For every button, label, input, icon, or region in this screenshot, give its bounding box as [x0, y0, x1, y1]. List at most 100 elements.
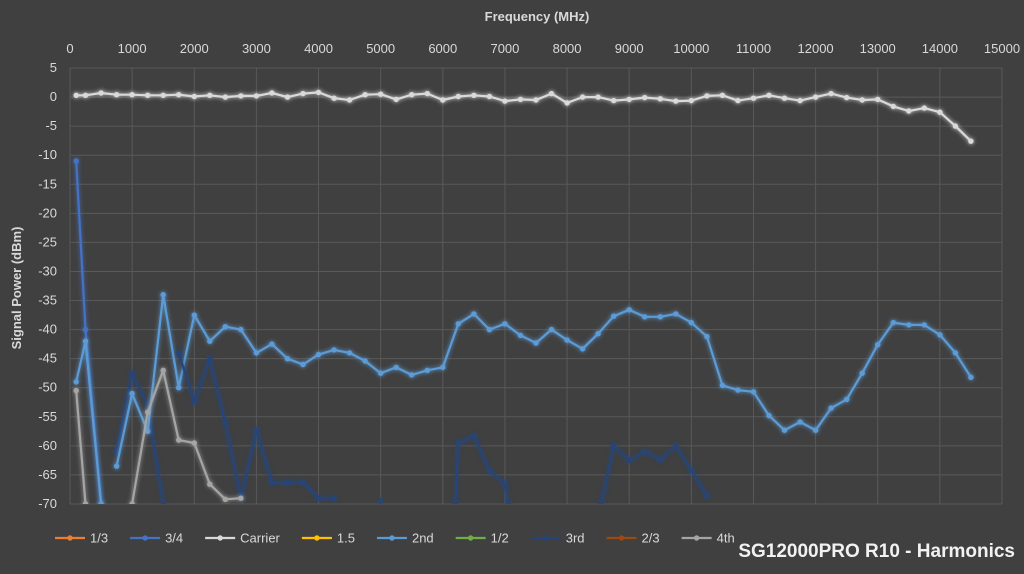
y-tick-label: 0	[50, 89, 57, 104]
data-point	[362, 358, 368, 364]
data-point	[315, 89, 322, 96]
data-point	[642, 449, 648, 455]
data-point	[626, 96, 632, 103]
x-tick-label: 15000	[984, 41, 1020, 56]
legend-item: 1/2	[455, 531, 509, 546]
legend-marker	[314, 535, 320, 541]
series-3rd	[598, 443, 710, 504]
x-tick-label: 0	[66, 41, 73, 56]
data-point	[378, 370, 384, 376]
data-point	[673, 311, 679, 317]
data-point	[300, 479, 306, 485]
series-3rd	[452, 433, 511, 504]
data-point	[517, 332, 524, 339]
y-tick-label: -25	[38, 234, 57, 249]
legend-label: Carrier	[240, 531, 280, 546]
data-point	[160, 92, 166, 99]
data-point	[300, 90, 306, 97]
x-tick-label: 8000	[553, 41, 582, 56]
legend-label: 3rd	[566, 531, 585, 546]
data-point	[253, 350, 260, 356]
series-line	[76, 91, 972, 142]
data-point	[502, 98, 508, 104]
legend-item: 3rd	[530, 531, 585, 546]
data-point	[222, 419, 228, 426]
data-point	[797, 419, 803, 425]
data-point	[890, 103, 896, 110]
data-point	[828, 90, 834, 97]
data-point	[812, 427, 819, 433]
series-line	[115, 372, 165, 504]
data-point	[533, 340, 539, 346]
data-point	[952, 123, 959, 129]
data-point	[611, 313, 617, 319]
data-point	[657, 314, 663, 320]
data-point	[781, 95, 788, 101]
x-tick-label: 3000	[242, 41, 271, 56]
series-3/4	[73, 158, 104, 504]
data-point	[455, 93, 461, 100]
x-tick-label: 12000	[798, 41, 834, 56]
data-point	[440, 364, 446, 371]
series-3rd	[176, 350, 337, 501]
y-tick-label: -70	[38, 496, 57, 511]
data-point	[73, 158, 79, 164]
data-point	[548, 90, 555, 97]
data-point	[611, 97, 617, 104]
series-line	[75, 390, 87, 504]
data-point	[331, 347, 337, 353]
legend-item: 1.5	[301, 531, 355, 546]
data-point	[113, 463, 120, 469]
data-point	[797, 97, 803, 104]
data-point	[486, 326, 493, 333]
data-point	[331, 495, 337, 501]
data-point	[937, 109, 943, 115]
data-point	[346, 350, 353, 356]
data-point	[812, 94, 819, 100]
data-point	[704, 333, 710, 340]
x-axis-ticks: 0 1000 2000 3000 4000 5000 6000 7000 8000 9000 100…	[66, 41, 1020, 56]
x-tick-label: 1000	[118, 41, 147, 56]
x-tick-label: 11000	[736, 41, 771, 56]
series-line	[75, 160, 103, 504]
data-point	[486, 468, 493, 474]
data-point	[906, 322, 912, 328]
data-point	[688, 97, 694, 104]
data-point	[611, 443, 617, 449]
series-3rd	[378, 498, 384, 504]
data-point	[704, 93, 710, 99]
series-4th	[129, 367, 244, 504]
data-point	[82, 92, 89, 99]
x-tick-label: 9000	[615, 41, 644, 56]
x-tick-label: 6000	[428, 41, 457, 56]
legend-marker	[543, 535, 549, 541]
legend-label: 1.5	[337, 531, 355, 546]
data-point	[455, 440, 461, 446]
data-point	[191, 399, 197, 405]
data-point	[517, 96, 524, 103]
legend-marker	[67, 535, 73, 541]
x-tick-label: 14000	[922, 41, 958, 56]
data-point	[704, 493, 710, 499]
data-point	[129, 390, 135, 397]
legend-label: 1/2	[491, 531, 509, 546]
data-point	[129, 92, 135, 98]
data-point	[750, 389, 757, 395]
data-point	[921, 322, 927, 328]
data-point	[176, 385, 182, 391]
data-point	[393, 96, 399, 103]
data-point	[160, 292, 166, 298]
data-point	[937, 332, 943, 338]
data-point	[673, 98, 679, 104]
y-tick-label: -20	[38, 205, 57, 220]
data-point	[673, 443, 679, 449]
series-Carrier	[73, 89, 974, 144]
legend-item: 2nd	[376, 531, 434, 546]
data-point	[160, 367, 166, 373]
data-point	[222, 496, 228, 502]
data-point	[688, 467, 694, 473]
data-point	[533, 97, 539, 103]
data-point	[719, 382, 726, 389]
data-point	[455, 321, 461, 327]
